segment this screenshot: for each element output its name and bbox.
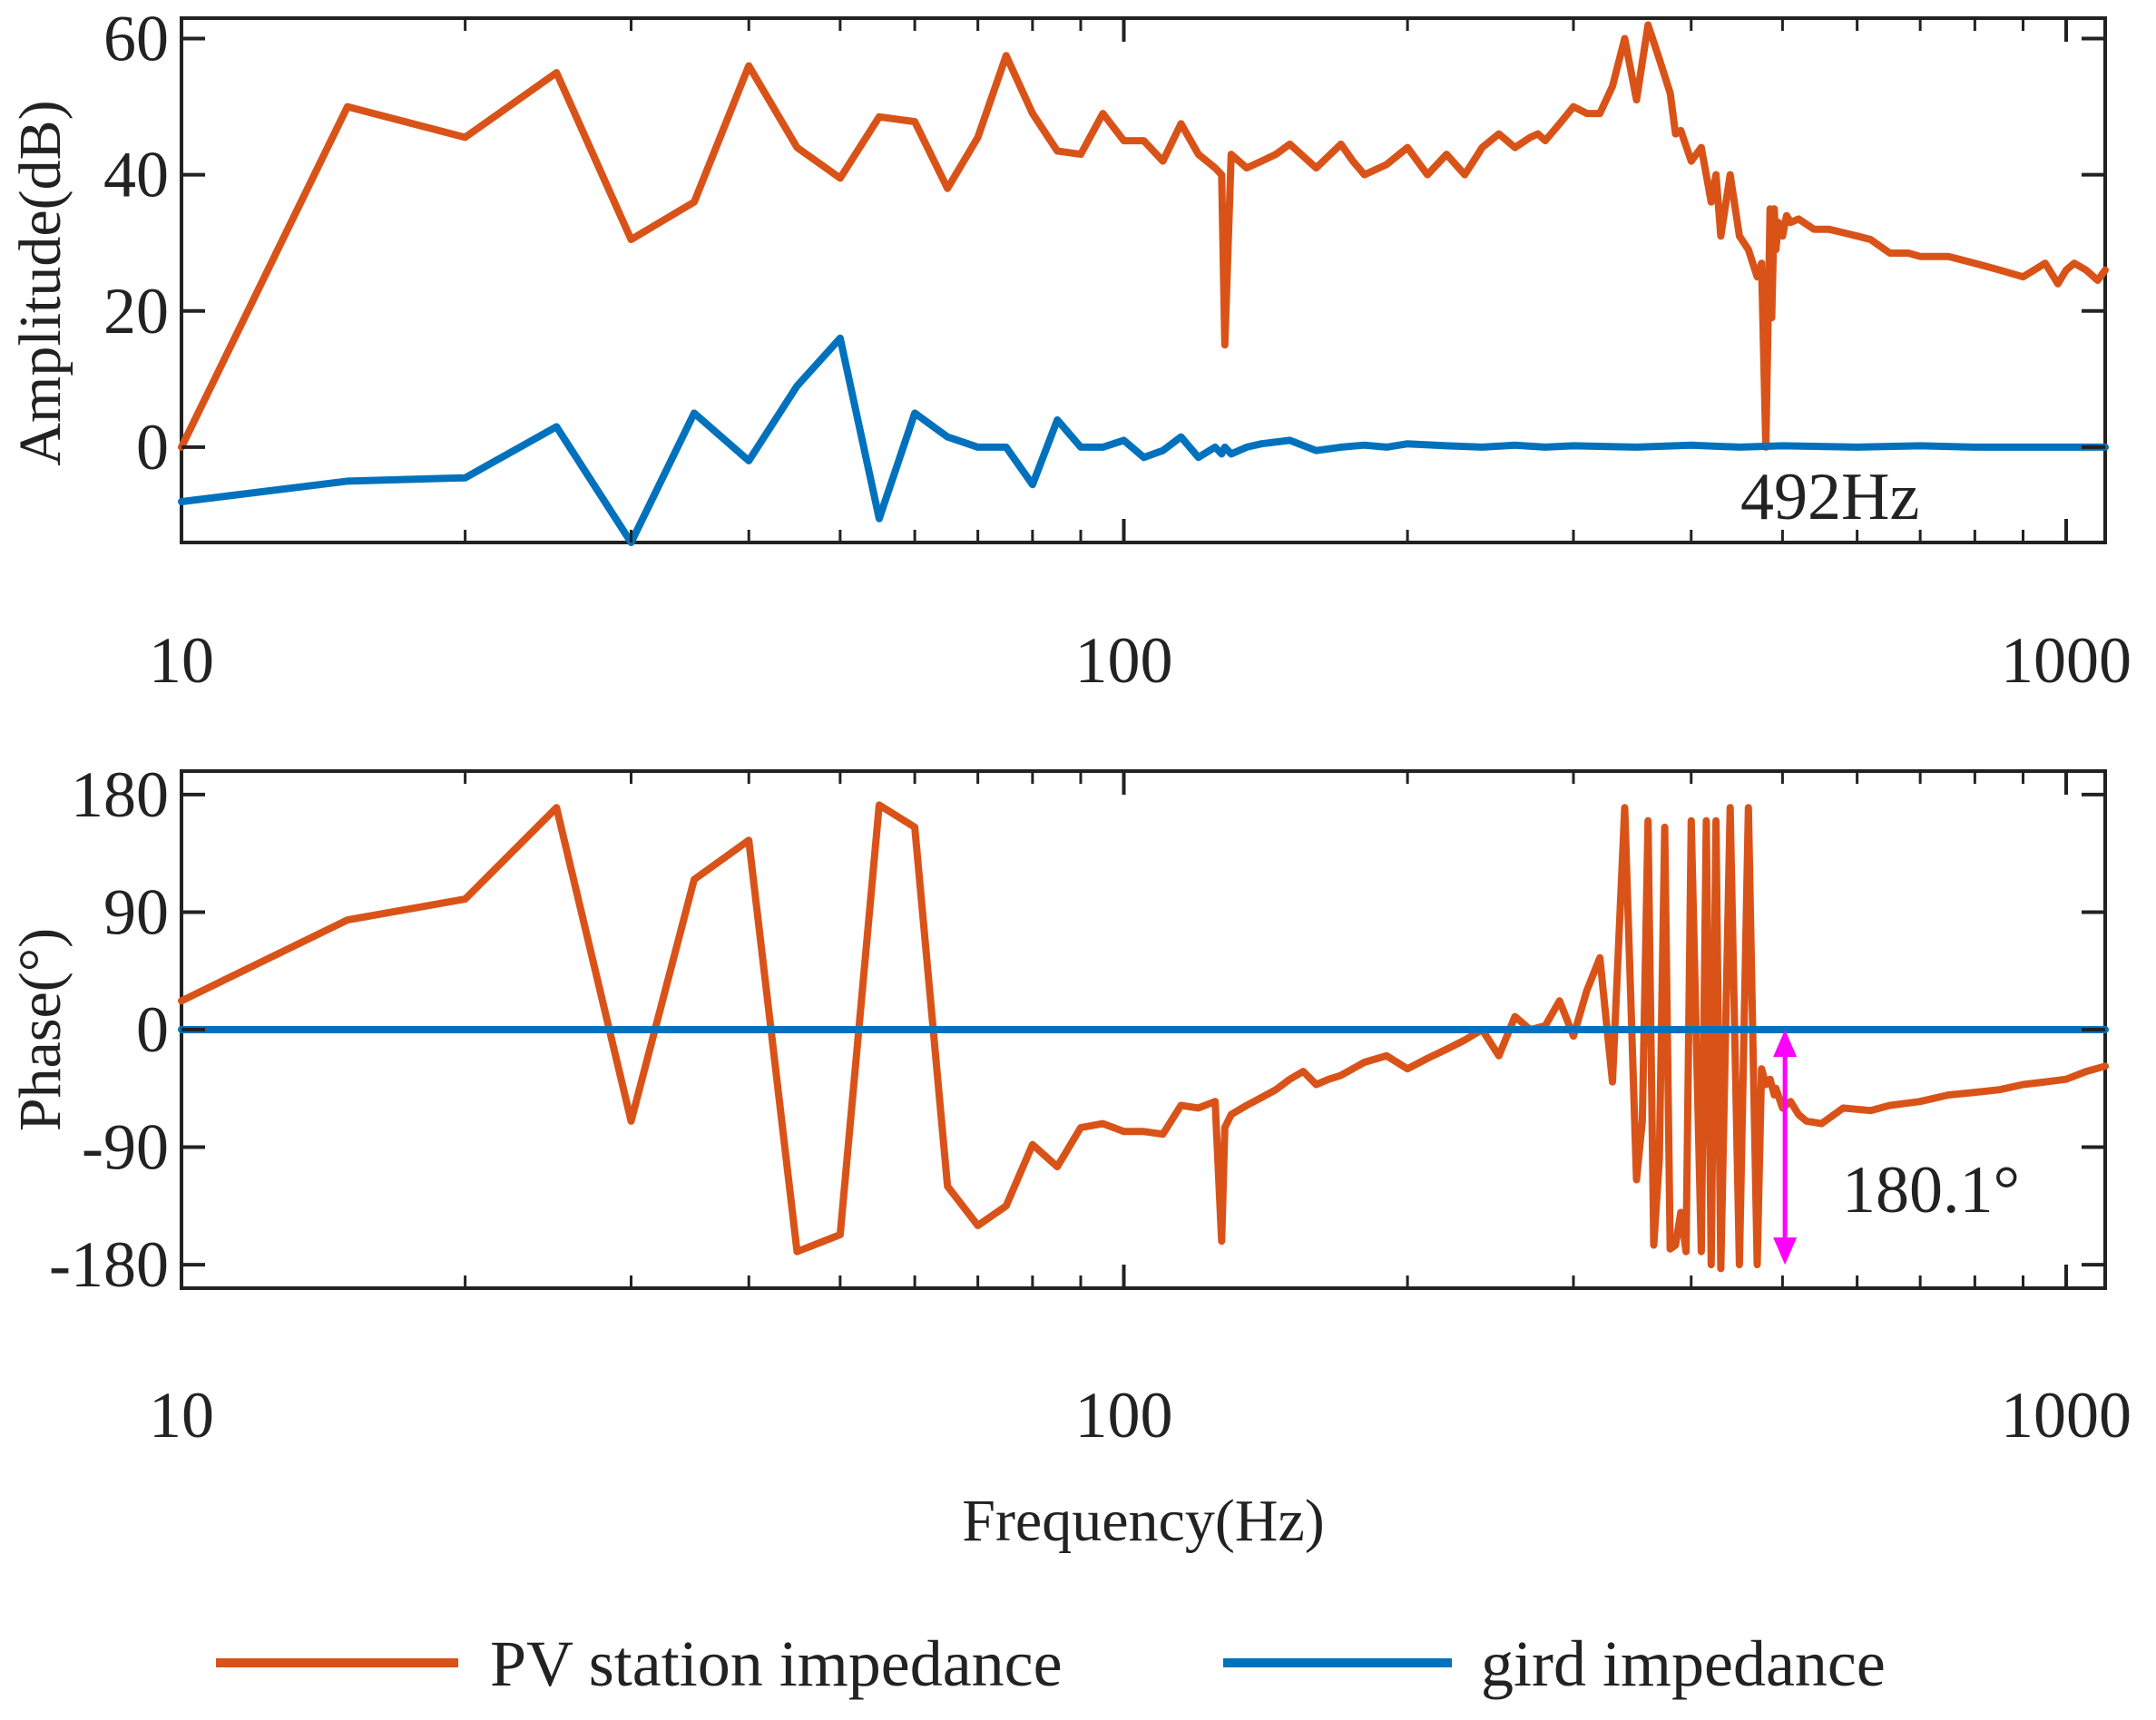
x-axis-label: Frequency(Hz) <box>962 1488 1324 1554</box>
phase-ytick-label-4: 180 <box>71 758 169 831</box>
amplitude-series-pv-station-impedance <box>178 21 2109 451</box>
amplitude-annotation-492hz: 492Hz <box>1740 460 1919 534</box>
amplitude-y-label: Amplitude(dB) <box>7 100 74 465</box>
legend: PV station impedance gird impedance <box>216 1627 1886 1700</box>
phase-marker-arrowhead-top <box>1773 1030 1798 1057</box>
amplitude-xtick-label-1: 100 <box>1075 624 1173 697</box>
phase-ytick-label-0: -180 <box>49 1228 169 1301</box>
phase-xtick-label-1: 100 <box>1075 1379 1173 1451</box>
phase-y-label: Phase(°) <box>7 928 74 1131</box>
amplitude-lines <box>178 21 2109 546</box>
legend-grid-label: gird impedance <box>1481 1627 1886 1700</box>
amplitude-ytick-label-3: 60 <box>103 3 169 75</box>
phase-xtick-label-0: 10 <box>149 1379 214 1451</box>
phase-difference-marker <box>1773 1030 1798 1266</box>
amplitude-ytick-label-0: 0 <box>136 411 169 484</box>
phase-xtick-label-2: 1000 <box>2001 1379 2132 1451</box>
phase-annotation-180-1: 180.1° <box>1842 1153 2020 1227</box>
phase-panel: -180 -90 0 90 180 10 100 1000 Phase(°) 180.1° <box>7 758 2132 1451</box>
amplitude-series-gird-impedance <box>178 334 2109 546</box>
amplitude-ytick-label-2: 40 <box>103 139 169 211</box>
amplitude-xtick-label-0: 10 <box>149 624 214 697</box>
legend-pv-label: PV station impedance <box>490 1627 1063 1700</box>
amplitude-panel: 0 20 40 60 10 100 1000 Amplitude(dB) 492Hz <box>7 3 2132 697</box>
phase-marker-arrowhead-bottom <box>1773 1237 1798 1266</box>
phase-ticks: -180 -90 0 90 180 10 100 1000 <box>49 758 2132 1451</box>
amplitude-ticks: 0 20 40 60 10 100 1000 <box>103 3 2132 697</box>
phase-ytick-label-3: 90 <box>103 875 169 948</box>
phase-ytick-label-2: 0 <box>136 993 169 1066</box>
amplitude-plot-frame <box>180 16 2107 544</box>
phase-ytick-label-1: -90 <box>82 1111 169 1184</box>
amplitude-ytick-label-1: 20 <box>103 275 169 347</box>
amplitude-xtick-label-2: 1000 <box>2001 624 2132 697</box>
